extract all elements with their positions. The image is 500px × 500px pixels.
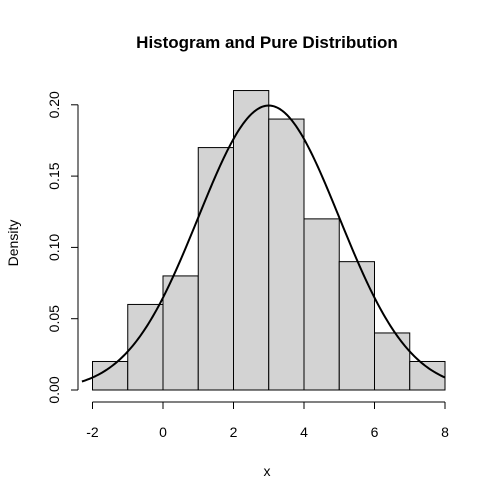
histogram-bar-4: [233, 90, 270, 391]
y-tick-label: 0.20: [46, 91, 62, 118]
y-axis: 0.00 0.05 0.10 0.15 0.20: [46, 91, 79, 404]
x-tick-label: 2: [230, 424, 238, 440]
histogram-bar-1: [127, 303, 164, 391]
y-tick-label: 0.00: [46, 376, 62, 403]
x-axis: -2 0 2 4 6 8: [86, 401, 449, 440]
histogram-bar-2: [162, 275, 199, 391]
y-tick-label: 0.05: [46, 305, 62, 332]
density-curve: [81, 104, 446, 383]
histogram-bar-7: [338, 261, 375, 391]
x-axis-label: x: [264, 463, 271, 479]
histogram-bar-8: [374, 332, 411, 391]
histogram-bars: [92, 90, 446, 391]
histogram-bar-5: [268, 118, 305, 391]
x-tick-label: 4: [300, 424, 308, 440]
chart-title: Histogram and Pure Distribution: [136, 33, 398, 52]
x-tick-label: 8: [441, 424, 449, 440]
y-tick-label: 0.10: [46, 234, 62, 261]
histogram-bar-3: [197, 147, 234, 391]
y-axis-label: Density: [5, 220, 21, 267]
histogram-bar-6: [303, 218, 340, 391]
x-tick-label: 0: [159, 424, 167, 440]
density-curve-layer: [81, 104, 446, 383]
y-tick-label: 0.15: [46, 162, 62, 189]
x-tick-label: 6: [371, 424, 379, 440]
x-tick-label: -2: [86, 424, 99, 440]
